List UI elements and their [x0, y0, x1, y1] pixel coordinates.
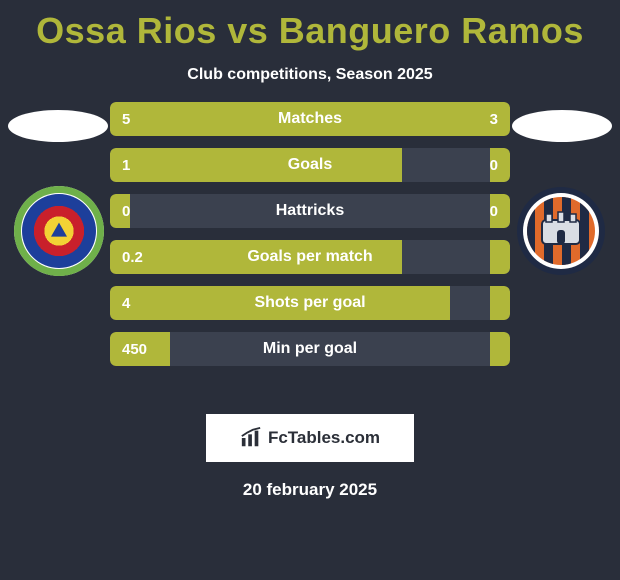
stat-bar-right	[490, 240, 510, 274]
stat-row: Goals per match0.2	[110, 240, 510, 274]
stat-bar-right	[360, 102, 510, 136]
stat-bar-left	[110, 240, 402, 274]
stat-bar-track	[110, 194, 510, 228]
stat-bar-track	[110, 148, 510, 182]
club-badge-right-svg	[516, 186, 606, 276]
club-badge-right	[516, 186, 606, 276]
brand-label: FcTables.com	[268, 428, 380, 448]
comparison-area: Matches53Goals10Hattricks00Goals per mat…	[0, 116, 620, 396]
club-badge-left	[14, 186, 104, 276]
stat-bar-right	[490, 332, 510, 366]
stats-container: Matches53 Goals10 Hattricks00 Goals per mat…	[110, 102, 510, 378]
stat-bar-left	[110, 148, 402, 182]
stat-bar-right	[490, 286, 510, 320]
stat-row: Goals10	[110, 148, 510, 182]
stat-row: Min per goal450	[110, 332, 510, 366]
stat-bar-left	[110, 102, 360, 136]
stat-bar-track	[110, 332, 510, 366]
stat-bar-right	[490, 148, 510, 182]
stat-bar-track	[110, 240, 510, 274]
player-photo-right	[512, 110, 612, 142]
stat-row: Hattricks00	[110, 194, 510, 228]
club-badge-left-inner	[22, 194, 96, 268]
page-title: Ossa Rios vs Banguero Ramos	[0, 0, 620, 52]
stat-bar-right	[490, 194, 510, 228]
subtitle: Club competitions, Season 2025	[0, 66, 620, 84]
brand-badge[interactable]: FcTables.com	[206, 414, 414, 462]
stat-bar-track	[110, 286, 510, 320]
brand-logo-icon	[240, 427, 262, 449]
footer-date: 20 february 2025	[0, 480, 620, 500]
stat-bar-left	[110, 194, 130, 228]
stat-bar-track	[110, 102, 510, 136]
stat-row: Shots per goal4	[110, 286, 510, 320]
stat-bar-left	[110, 332, 170, 366]
stat-bar-left	[110, 286, 450, 320]
player-photo-left	[8, 110, 108, 142]
stat-row: Matches53	[110, 102, 510, 136]
